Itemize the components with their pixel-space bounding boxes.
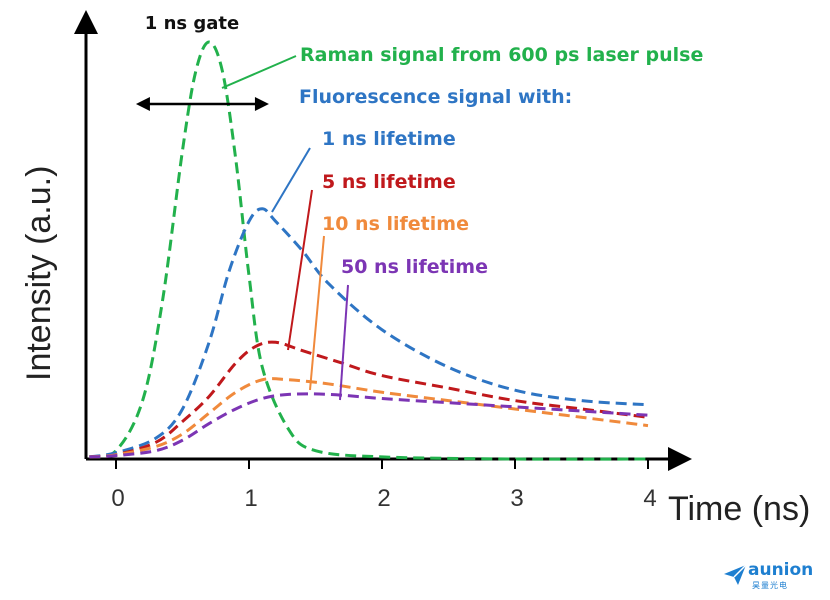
raman-label: Raman signal from 600 ps laser pulse <box>300 44 703 66</box>
series-layer <box>89 40 649 461</box>
fluorescence-header: Fluorescence signal with: <box>299 86 572 108</box>
gate-label: 1 ns gate <box>145 13 239 34</box>
label-1ns: 1 ns lifetime <box>322 128 456 150</box>
y-axis-arrow <box>74 10 98 34</box>
x-axis-title: Time (ns) <box>668 490 810 528</box>
leader-line-50ns <box>339 284 349 401</box>
x-tick-label: 3 <box>510 485 523 512</box>
x-axis-arrow <box>668 447 692 471</box>
x-tick-label: 1 <box>244 485 257 512</box>
leader-line-1ns <box>271 147 311 213</box>
gate-arrow-right-head <box>254 97 269 111</box>
x-tick-label: 0 <box>111 485 124 512</box>
gate-arrow-left-head <box>135 97 150 111</box>
series-line-0 <box>89 40 649 461</box>
raman-leader-line <box>221 55 297 89</box>
series-line-1 <box>89 207 649 459</box>
x-tick-label: 4 <box>643 485 656 512</box>
leader-line-10ns <box>309 235 325 391</box>
y-axis-title: Intensity (a.u.) <box>20 166 58 381</box>
label-10ns: 10 ns lifetime <box>322 213 469 235</box>
logo-name: aunion <box>748 560 814 580</box>
series-line-3 <box>89 377 649 459</box>
logo: aunion 昊量光电 <box>722 558 822 592</box>
label-50ns: 50 ns lifetime <box>341 256 488 278</box>
x-tick-label: 2 <box>377 485 390 512</box>
ticks-layer: 0 1 2 3 4 <box>111 459 657 512</box>
label-5ns: 5 ns lifetime <box>322 171 456 193</box>
paper-plane-icon <box>724 564 747 585</box>
leader-line-5ns <box>287 189 313 351</box>
series-line-2 <box>89 340 649 459</box>
series-line-4 <box>89 392 649 459</box>
logo-subtitle: 昊量光电 <box>752 581 788 590</box>
annotation-layer: Time (ns) Intensity (a.u.) 1 ns gate Raman … <box>20 13 810 528</box>
